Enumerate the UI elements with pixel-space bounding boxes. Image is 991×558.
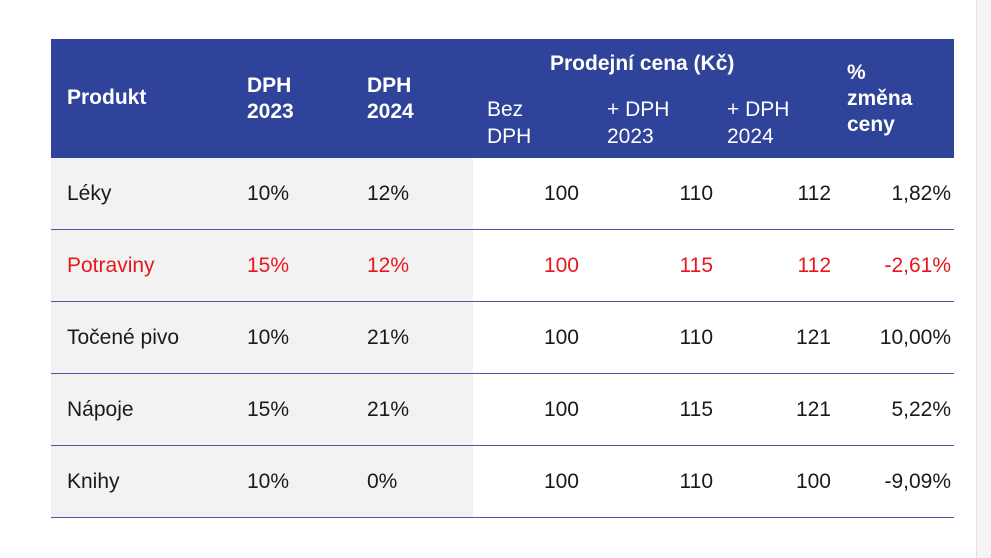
table-row: Knihy 10% 0% 100 110 100 -9,09% bbox=[51, 446, 954, 518]
header-vat-2024-line1: DPH bbox=[367, 74, 412, 97]
header-product: Produkt bbox=[67, 86, 147, 109]
cell-product: Nápoje bbox=[67, 398, 134, 421]
table-row: Nápoje 15% 21% 100 115 121 5,22% bbox=[51, 374, 954, 446]
header-price-2023-line1: + DPH bbox=[607, 98, 670, 121]
cell-price-excl: 100 bbox=[543, 254, 579, 277]
cell-price-excl: 100 bbox=[543, 470, 579, 493]
cell-price-2023: 115 bbox=[679, 398, 713, 421]
header-change-line3: ceny bbox=[847, 113, 895, 136]
cell-change: 1,82% bbox=[891, 182, 951, 205]
cell-price-2024: 121 bbox=[795, 326, 831, 349]
row-shade bbox=[51, 302, 473, 373]
cell-vat-2023: 15% bbox=[247, 254, 290, 277]
header-price-excl-line1: Bez bbox=[487, 98, 524, 121]
header-price-group: Prodejní cena (Kč) bbox=[550, 52, 735, 75]
table-row: Točené pivo 10% 21% 100 110 121 10,00% bbox=[51, 302, 954, 374]
table-header: Produkt DPH 2023 DPH 2024 Prodejní cena … bbox=[51, 39, 954, 158]
cell-vat-2024: 0% bbox=[367, 470, 398, 493]
cell-vat-2024: 21% bbox=[367, 326, 410, 349]
cell-vat-2023: 10% bbox=[247, 326, 290, 349]
cell-product: Knihy bbox=[67, 470, 120, 493]
header-price-2024-line2: 2024 bbox=[727, 125, 774, 148]
cell-product: Potraviny bbox=[67, 254, 155, 277]
vertical-scrollbar[interactable] bbox=[976, 0, 991, 558]
header-price-2024-line1: + DPH bbox=[727, 98, 790, 121]
cell-vat-2023: 15% bbox=[247, 398, 290, 421]
row-shade bbox=[51, 374, 473, 445]
header-price-excl: Bez DPH bbox=[487, 96, 531, 150]
cell-change: -9,09% bbox=[884, 470, 951, 493]
cell-price-2024: 121 bbox=[795, 398, 831, 421]
row-shade bbox=[51, 230, 473, 301]
header-change-line1: % bbox=[847, 61, 866, 84]
cell-price-2023: 110 bbox=[679, 470, 713, 493]
cell-product: Točené pivo bbox=[67, 326, 180, 349]
header-vat-2024: DPH 2024 bbox=[367, 73, 414, 125]
cell-vat-2024: 21% bbox=[367, 398, 410, 421]
cell-product: Léky bbox=[67, 182, 112, 205]
row-shade bbox=[51, 446, 473, 517]
cell-price-2024: 112 bbox=[797, 254, 831, 277]
cell-price-excl: 100 bbox=[543, 398, 579, 421]
table-row: Léky 10% 12% 100 110 112 1,82% bbox=[51, 158, 954, 230]
cell-change: -2,61% bbox=[884, 254, 951, 277]
cell-price-2024: 112 bbox=[797, 182, 831, 205]
cell-price-2023: 115 bbox=[679, 254, 713, 277]
vat-price-table: Produkt DPH 2023 DPH 2024 Prodejní cena … bbox=[51, 39, 954, 518]
cell-price-excl: 100 bbox=[543, 182, 579, 205]
cell-change: 10,00% bbox=[879, 326, 951, 349]
cell-vat-2024: 12% bbox=[367, 254, 410, 277]
header-vat-2023-line1: DPH bbox=[247, 74, 292, 97]
cell-price-2024: 100 bbox=[795, 470, 831, 493]
table-row: Potraviny 15% 12% 100 115 112 -2,61% bbox=[51, 230, 954, 302]
header-price-excl-line2: DPH bbox=[487, 125, 532, 148]
header-change: % změna ceny bbox=[847, 60, 912, 138]
cell-price-2023: 110 bbox=[679, 182, 713, 205]
table-body: Léky 10% 12% 100 110 112 1,82% Potraviny… bbox=[51, 158, 954, 518]
header-price-2023-line2: 2023 bbox=[607, 125, 654, 148]
cell-vat-2023: 10% bbox=[247, 470, 290, 493]
cell-vat-2023: 10% bbox=[247, 182, 290, 205]
header-price-2024: + DPH 2024 bbox=[727, 96, 789, 150]
header-vat-2024-line2: 2024 bbox=[367, 100, 414, 123]
cell-price-2023: 110 bbox=[679, 326, 713, 349]
header-vat-2023-line2: 2023 bbox=[247, 100, 294, 123]
header-change-line2: změna bbox=[847, 87, 913, 110]
header-price-2023: + DPH 2023 bbox=[607, 96, 669, 150]
cell-change: 5,22% bbox=[891, 398, 951, 421]
cell-price-excl: 100 bbox=[543, 326, 579, 349]
header-vat-2023: DPH 2023 bbox=[247, 73, 294, 125]
cell-vat-2024: 12% bbox=[367, 182, 410, 205]
row-shade bbox=[51, 158, 473, 229]
